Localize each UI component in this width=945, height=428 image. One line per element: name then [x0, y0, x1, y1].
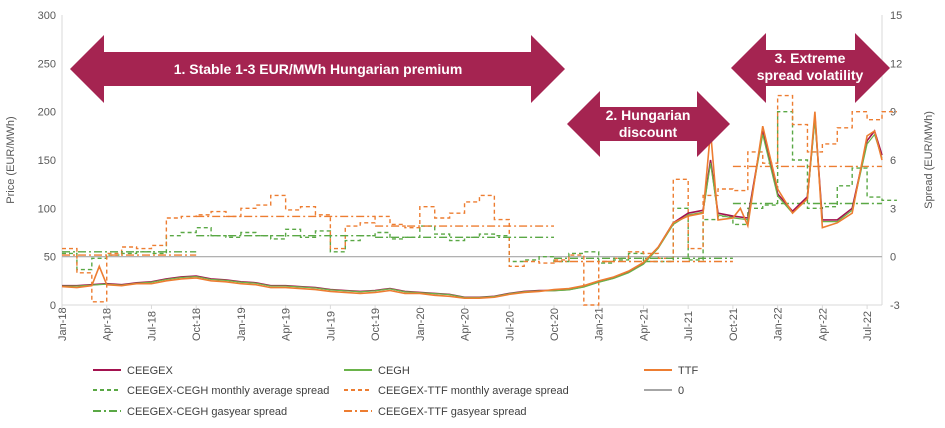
x-tick-label: Oct-21 [728, 308, 740, 341]
legend-label: CEEGEX-TTF monthly average spread [378, 385, 569, 397]
left-tick-label: 300 [38, 10, 56, 22]
right-tick-label: 12 [890, 58, 902, 70]
legend-label: CEEGEX-CEGH gasyear spread [127, 406, 287, 418]
x-tick-label: Jan-18 [57, 307, 69, 341]
arrow-3-shape [731, 33, 890, 103]
x-tick-label: Apr-19 [281, 308, 293, 341]
ceegex-ttf-monthly-spread-line [62, 94, 897, 306]
x-tick-label: Apr-18 [102, 308, 114, 341]
x-tick-label: Jan-19 [236, 307, 248, 341]
left-axis-title: Price (EUR/MWh) [5, 116, 17, 203]
x-tick-label: Jul-19 [325, 311, 337, 341]
right-tick-label: 0 [890, 252, 896, 264]
x-tick-label: Jul-22 [862, 311, 874, 341]
x-tick-label: Oct-18 [191, 308, 203, 341]
arrow-2-text-line1: 2. Hungarian [606, 107, 691, 123]
arrow-1-text: 1. Stable 1-3 EUR/MWh Hungarian premium [174, 61, 463, 77]
arrow-1-shape [70, 35, 565, 103]
legend: CEEGEX CEGH TTF CEEGEX-CEGH monthly average… [93, 365, 698, 418]
ceegex-price-line [62, 116, 883, 299]
x-tick-label: Apr-22 [817, 308, 829, 341]
x-tick-label: Jan-21 [594, 307, 606, 341]
arrow-3-text-line2: spread volatility [757, 67, 864, 83]
x-tick-label: Oct-20 [549, 308, 561, 341]
legend-label: TTF [678, 365, 698, 377]
right-axis-title: Spread (EUR/MWh) [923, 111, 935, 209]
right-tick-label: -3 [890, 300, 900, 312]
x-tick-label: Jul-20 [504, 311, 516, 341]
x-tick-label: Jul-18 [146, 311, 158, 341]
left-tick-label: 200 [38, 107, 56, 119]
ceegex-cegh-monthly-spread-line [62, 110, 897, 271]
right-tick-label: 9 [890, 107, 896, 119]
left-tick-label: 150 [38, 155, 56, 167]
legend-label: CEEGEX-TTF gasyear spread [378, 406, 527, 418]
left-tick-label: 0 [50, 300, 56, 312]
arrow-2-shape [567, 91, 730, 157]
ttf-price-line [61, 111, 883, 300]
arrow-2-text-line2: discount [619, 124, 678, 140]
x-tick-label: Jan-22 [773, 307, 785, 341]
right-tick-label: 3 [890, 203, 896, 215]
right-tick-label: 6 [890, 155, 896, 167]
x-tick-label: Oct-19 [370, 308, 382, 341]
tick-labels: 0 50 100 150 200 250 300 -3 0 3 6 9 12 15 Jan-18 Apr-18… [38, 10, 903, 341]
left-tick-label: 50 [44, 252, 56, 264]
arrow-3-text-line1: 3. Extreme [775, 50, 846, 66]
annotation-arrows: 1. Stable 1-3 EUR/MWh Hungarian premium … [70, 33, 890, 157]
left-tick-label: 100 [38, 203, 56, 215]
legend-label: CEGH [378, 365, 410, 377]
x-tick-label: Jul-21 [683, 311, 695, 341]
right-tick-label: 15 [890, 10, 902, 22]
x-tick-label: Jan-20 [415, 307, 427, 341]
legend-label: CEEGEX-CEGH monthly average spread [127, 385, 329, 397]
series-group [61, 94, 897, 306]
legend-label: 0 [678, 385, 684, 397]
x-tick-label: Apr-20 [460, 308, 472, 341]
left-tick-label: 250 [38, 58, 56, 70]
legend-label: CEEGEX [127, 365, 174, 377]
x-tick-label: Apr-21 [638, 308, 650, 341]
